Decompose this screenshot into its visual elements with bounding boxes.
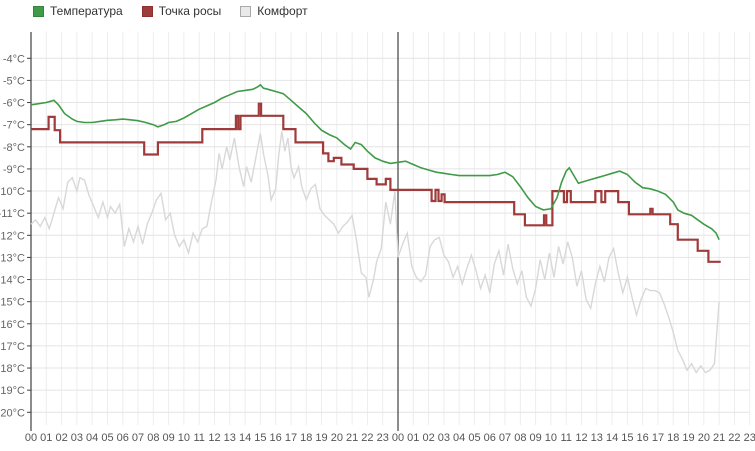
x-tick-label: 01	[407, 432, 419, 444]
x-tick-label: 10	[178, 432, 190, 444]
x-tick-label: 09	[530, 432, 542, 444]
x-tick-label: 11	[560, 432, 571, 444]
x-tick-label: 20	[698, 432, 710, 444]
x-tick-label: 16	[637, 432, 649, 444]
temperature-line	[30, 83, 720, 241]
y-tick-label: -8°C	[3, 142, 25, 154]
y-tick-label: -17°C	[0, 341, 25, 353]
x-tick-label: 13	[591, 432, 603, 444]
legend-item-comfort[interactable]: Комфорт	[240, 4, 308, 18]
x-tick-label: 15	[621, 432, 633, 444]
x-tick-label: 22	[361, 432, 373, 444]
x-tick-label: 22	[728, 432, 740, 444]
legend-item-temperature[interactable]: Температура	[33, 4, 123, 18]
dewpoint-swatch-icon	[141, 5, 153, 17]
legend-label-dewpoint: Точка росы	[158, 4, 222, 18]
x-tick-label: 21	[346, 432, 358, 444]
x-tick-label: 19	[315, 432, 327, 444]
x-tick-label: 02	[55, 432, 67, 444]
dewpoint-line	[31, 102, 721, 263]
y-tick-label: -20°C	[0, 407, 25, 419]
legend-label-temperature: Температура	[50, 4, 123, 18]
legend-item-dewpoint[interactable]: Точка росы	[141, 4, 222, 18]
x-tick-label: 12	[575, 432, 587, 444]
x-tick-label: 09	[163, 432, 175, 444]
y-tick-label: -9°C	[3, 164, 25, 176]
x-tick-label: 18	[667, 432, 679, 444]
x-tick-label: 07	[132, 432, 144, 444]
x-tick-label: 00	[392, 432, 404, 444]
y-tick-label: -15°C	[0, 297, 25, 309]
x-tick-label: 02	[422, 432, 434, 444]
y-tick-label: -11°C	[0, 208, 25, 220]
y-axis-labels: -4°C -5°C -6°C -7°C -8°C -9°C -10°C -11°C -12°C -…	[0, 53, 25, 419]
x-tick-label: 17	[285, 432, 297, 444]
x-tick-label: 10	[545, 432, 557, 444]
x-tick-label: 14	[239, 432, 251, 444]
x-tick-label: 04	[86, 432, 98, 444]
x-tick-label: 06	[117, 432, 129, 444]
legend-label-comfort: Комфорт	[257, 4, 308, 18]
y-tick-label: -18°C	[0, 363, 25, 375]
x-tick-label: 19	[682, 432, 694, 444]
y-tick-label: -14°C	[0, 275, 25, 287]
y-tick-label: -13°C	[0, 252, 25, 264]
x-tick-label: 21	[713, 432, 725, 444]
y-tick-label: -12°C	[0, 230, 25, 242]
x-axis-labels: 00 01 02 03 04 05 06 07 08 09 10 11 12 13 14 15 16 17 18 19…	[25, 432, 755, 444]
y-tick-label: -7°C	[3, 120, 25, 132]
x-tick-label: 17	[652, 432, 664, 444]
comfort-swatch-icon	[240, 5, 252, 17]
x-tick-label: 13	[224, 432, 236, 444]
x-tick-label: 15	[254, 432, 266, 444]
x-tick-label: 08	[514, 432, 526, 444]
y-tick-label: -6°C	[3, 98, 25, 110]
x-tick-label: 03	[71, 432, 83, 444]
x-tick-label: 11	[193, 432, 204, 444]
x-tick-label: 14	[606, 432, 618, 444]
x-tick-label: 08	[147, 432, 159, 444]
y-tick-label: -16°C	[0, 319, 25, 331]
y-tick-label: -5°C	[3, 75, 25, 87]
x-tick-label: 03	[438, 432, 450, 444]
x-tick-label: 07	[499, 432, 511, 444]
x-tick-label: 20	[331, 432, 343, 444]
y-tick-label: -4°C	[3, 53, 25, 65]
x-tick-label: 18	[300, 432, 312, 444]
grid-horizontal	[27, 57, 750, 413]
temperature-swatch-icon	[33, 5, 44, 17]
x-tick-label: 23	[377, 432, 389, 444]
comfort-line	[30, 131, 720, 374]
x-tick-label: 05	[468, 432, 480, 444]
x-tick-label: 23	[744, 432, 755, 444]
x-tick-label: 16	[270, 432, 282, 444]
x-tick-label: 00	[25, 432, 37, 444]
x-tick-label: 01	[40, 432, 52, 444]
x-tick-label: 12	[208, 432, 220, 444]
chart-legend: Температура Точка росы Комфорт	[33, 4, 327, 18]
x-tick-label: 04	[453, 432, 465, 444]
y-tick-label: -10°C	[0, 186, 25, 198]
x-tick-label: 05	[101, 432, 113, 444]
grid-vertical	[45, 32, 751, 425]
x-tick-label: 06	[484, 432, 496, 444]
y-tick-label: -19°C	[0, 385, 25, 397]
